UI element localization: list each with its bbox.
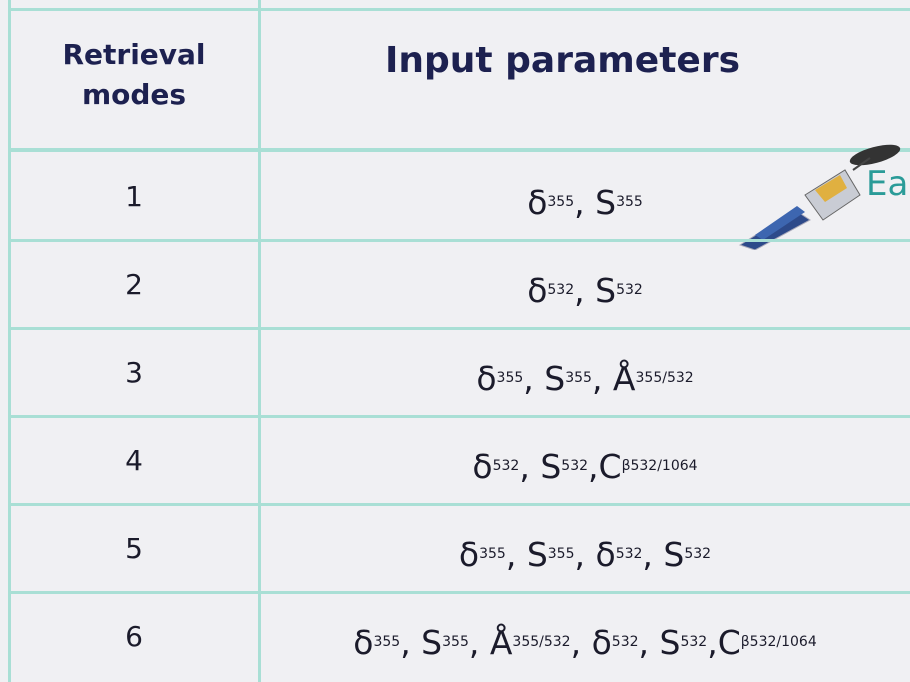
symbol: Å — [489, 622, 513, 662]
subscript: β532/1064 — [740, 634, 817, 650]
symbol: δ — [353, 622, 374, 662]
symbol: S — [663, 534, 685, 574]
symbol: δ — [527, 270, 548, 310]
border — [8, 327, 910, 330]
subscript: 355/532 — [512, 634, 571, 650]
mode-cell: 6 — [125, 619, 143, 653]
border — [8, 8, 910, 11]
mode-cell: 2 — [125, 267, 143, 301]
separator: , — [574, 534, 596, 574]
symbol: S — [595, 182, 617, 222]
subscript: 355 — [547, 546, 575, 562]
symbol: C — [717, 622, 741, 662]
separator: , — [707, 622, 718, 662]
separator: , — [638, 622, 660, 662]
separator: , — [588, 446, 599, 486]
subscript: 355 — [479, 546, 506, 562]
subscript: β532/1064 — [621, 458, 698, 474]
symbol: S — [421, 622, 443, 662]
mode-cell: 5 — [125, 531, 143, 565]
subscript: 355 — [565, 370, 592, 386]
separator: , — [570, 622, 592, 662]
subscript: 532 — [561, 458, 589, 474]
subscript: 355 — [616, 194, 643, 210]
border — [8, 415, 910, 418]
subscript: 532 — [547, 282, 575, 298]
symbol: δ — [476, 358, 497, 398]
separator: , — [574, 182, 596, 222]
separator: , — [400, 622, 422, 662]
border — [8, 591, 910, 594]
subscript: 355 — [373, 634, 401, 650]
border — [258, 0, 261, 682]
symbol: δ — [458, 534, 480, 574]
mode-cell: 1 — [125, 179, 143, 213]
params-cell: δ 355, S 355 — [260, 158, 910, 246]
symbol: δ — [472, 446, 493, 486]
subscript: 355 — [496, 370, 524, 386]
symbol: δ — [527, 182, 548, 222]
symbol: S — [540, 446, 562, 486]
subscript: 532 — [616, 282, 643, 298]
border — [8, 148, 910, 152]
symbol: S — [526, 534, 548, 574]
mode-cell: 4 — [125, 443, 143, 477]
params-cell: δ 355, S 355, δ 532, S 532 — [260, 510, 910, 598]
subscript: 532 — [615, 546, 643, 562]
header-mode: Retrieval modes — [62, 38, 206, 111]
separator: , — [523, 358, 545, 398]
overlay-text: Ea — [866, 164, 909, 204]
subscript: 532 — [611, 634, 639, 650]
separator: , — [591, 358, 613, 398]
subscript: 532 — [680, 634, 708, 650]
subscript: 355/532 — [635, 370, 694, 386]
separator: , — [642, 534, 664, 574]
symbol: S — [544, 358, 566, 398]
symbol: C — [598, 446, 622, 486]
params-cell: δ 355, S 355, Å 355/532 — [260, 334, 910, 422]
border — [8, 239, 910, 242]
separator: , — [505, 534, 527, 574]
border — [8, 0, 11, 682]
subscript: 532 — [492, 458, 520, 474]
symbol: S — [659, 622, 681, 662]
separator: , — [574, 270, 596, 310]
mode-cell: 3 — [125, 355, 143, 389]
symbol: δ — [595, 534, 616, 574]
separator: , — [468, 622, 490, 662]
subscript: 355 — [547, 194, 575, 210]
separator: , — [519, 446, 541, 486]
symbol: δ — [591, 622, 612, 662]
symbol: Å — [612, 358, 636, 398]
border — [8, 503, 910, 506]
params-cell: δ 532, S 532 — [260, 246, 910, 334]
subscript: 355 — [442, 634, 469, 650]
header-params: Input parameters — [385, 39, 741, 81]
subscript: 532 — [684, 546, 712, 562]
symbol: S — [595, 270, 617, 310]
